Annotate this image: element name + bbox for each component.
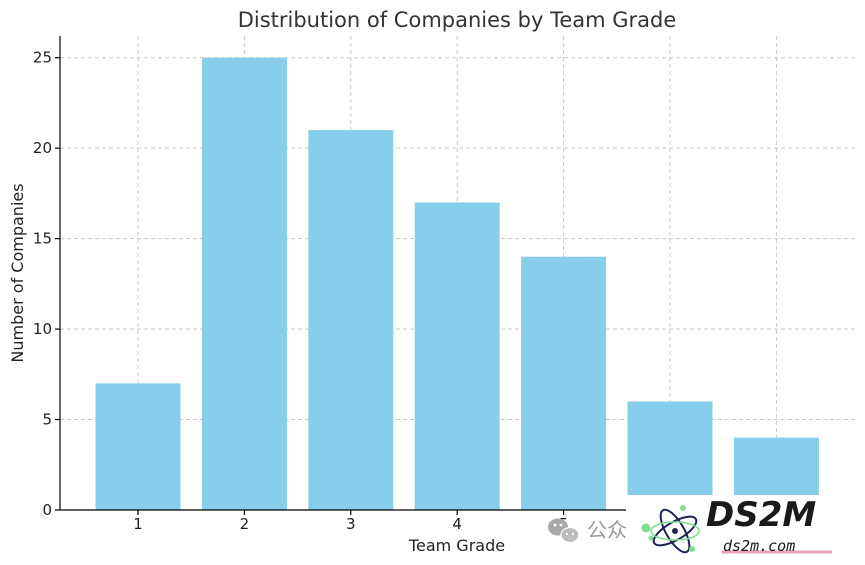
bar-grade-3 bbox=[308, 130, 394, 510]
x-axis-label: Team Grade bbox=[408, 536, 505, 555]
bar-grade-4 bbox=[414, 202, 500, 510]
y-ticks: 0 5 10 15 20 25 bbox=[33, 49, 60, 519]
bars bbox=[95, 57, 819, 510]
y-axis-label: Number of Companies bbox=[8, 183, 27, 362]
bar-grade-1 bbox=[95, 383, 181, 510]
y-tick-label: 25 bbox=[33, 49, 52, 67]
wechat-icon bbox=[548, 518, 580, 544]
watermark: 公众 DS2M ds2m.com bbox=[548, 495, 865, 565]
chart-title: Distribution of Companies by Team Grade bbox=[238, 8, 677, 32]
bar-grade-6 bbox=[627, 401, 713, 510]
watermark-url: ds2m.com bbox=[723, 537, 795, 555]
bar-grade-5 bbox=[521, 256, 607, 510]
watermark-brand: DS2M bbox=[706, 495, 816, 535]
x-tick-label: 3 bbox=[346, 515, 356, 533]
x-tick-label: 2 bbox=[240, 515, 250, 533]
atom-orbit-icon bbox=[641, 505, 700, 554]
y-tick-label: 20 bbox=[33, 139, 52, 157]
y-tick-label: 0 bbox=[42, 501, 52, 519]
y-tick-label: 15 bbox=[33, 230, 52, 248]
x-tick-label: 4 bbox=[452, 515, 462, 533]
y-tick-label: 10 bbox=[33, 320, 52, 338]
watermark-wechat-text: 公众 bbox=[587, 518, 627, 542]
bar-grade-2 bbox=[201, 57, 287, 510]
x-tick-label: 1 bbox=[133, 515, 143, 533]
y-tick-label: 5 bbox=[42, 411, 52, 429]
